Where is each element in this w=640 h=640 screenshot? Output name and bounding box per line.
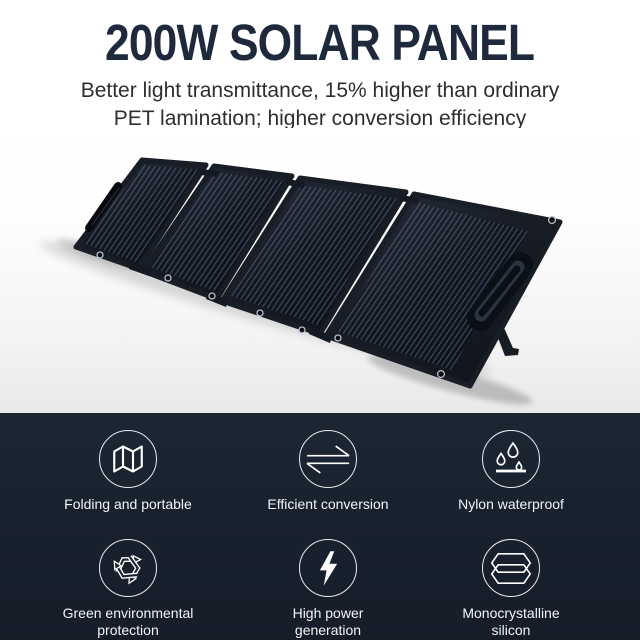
- features-section: Folding and portable Efficient conversio…: [0, 413, 640, 640]
- recycle-icon: [99, 539, 157, 597]
- product-photo-area: [0, 128, 640, 413]
- subtitle-line-2: PET lamination; higher conversion effici…: [113, 107, 527, 130]
- folding-map-icon: [99, 430, 157, 488]
- feature-efficient-conversion: Efficient conversion: [233, 430, 423, 513]
- grommets: [96, 215, 557, 379]
- header: 200W SOLAR PANEL Better light transmitta…: [0, 0, 640, 130]
- carry-handle-folded: [85, 182, 122, 232]
- feature-label: High power generation: [292, 605, 364, 638]
- solar-panel-section-4: [323, 191, 563, 389]
- solar-panel-section-3: [219, 175, 409, 337]
- solar-panel-section-2: [140, 163, 295, 302]
- feature-label: Folding and portable: [64, 496, 192, 512]
- lightning-bolt-icon: [299, 539, 357, 597]
- subtitle: Better light transmittance, 15% higher t…: [0, 77, 640, 133]
- feature-nylon-waterproof: Nylon waterproof: [416, 430, 606, 513]
- feature-folding-portable: Folding and portable: [33, 430, 223, 513]
- handle-slot: [467, 252, 533, 331]
- feature-label: Monocrystalline silicon: [462, 605, 560, 638]
- feature-label: Efficient conversion: [267, 496, 389, 512]
- feature-green-environmental: Green environmental protection: [33, 539, 223, 639]
- water-drops-icon: [482, 430, 540, 488]
- conversion-arrows-icon: [299, 430, 357, 488]
- silicon-wafer-icon: [482, 539, 540, 597]
- solar-panel-photo: [39, 157, 563, 405]
- feature-label: Green environmental protection: [62, 605, 194, 638]
- feature-high-power: High power generation: [233, 539, 423, 639]
- subtitle-line-1: Better light transmittance, 15% higher t…: [80, 79, 560, 102]
- feature-label: Nylon waterproof: [458, 496, 564, 512]
- page-title: 200W SOLAR PANEL: [105, 14, 535, 71]
- feature-monocrystalline: Monocrystalline silicon: [416, 539, 606, 639]
